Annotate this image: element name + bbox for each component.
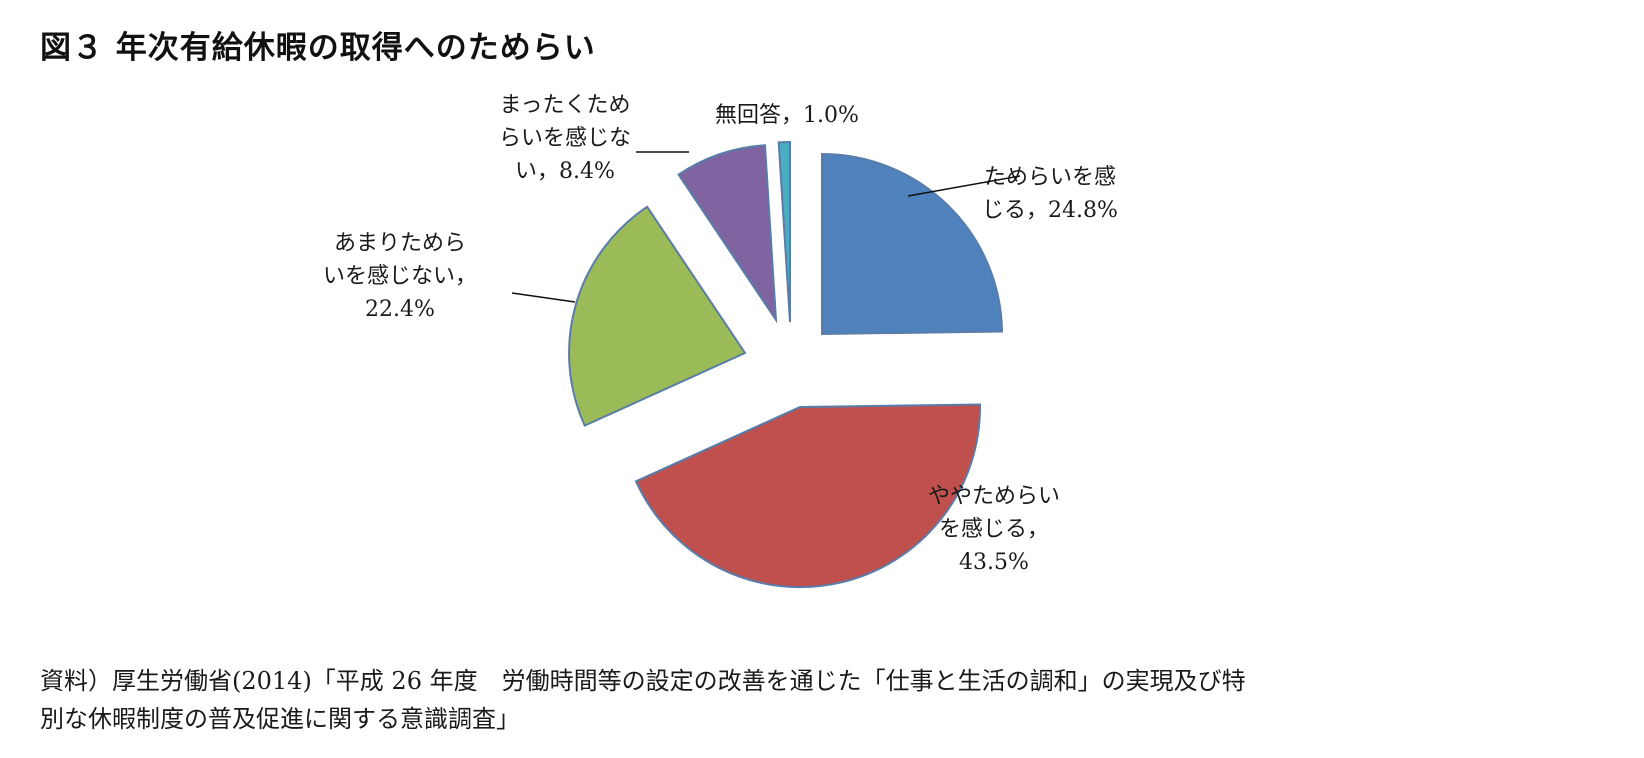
- source-line-2: 別な休暇制度の普及促進に関する意識調査」: [40, 705, 520, 733]
- pie-slice: [568, 205, 747, 427]
- pie-slice: [677, 144, 778, 324]
- leader-lines: [511, 151, 1021, 303]
- slice-label: ためらいを感じる，24.8%: [982, 165, 1118, 223]
- slice-label: あまりためらいを感じない， 22.4%: [323, 231, 477, 322]
- source-note: 資料）厚生労働省(2014)「平成 26 年度 労働時間等の設定の改善を通じた「…: [40, 662, 1540, 738]
- slice-labels: ためらいを感じる，24.8% ややためらいを感じる， 43.5% あまりためらいを感じ…: [323, 93, 1118, 575]
- source-line-1: 資料）厚生労働省(2014)「平成 26 年度 労働時間等の設定の改善を通じた「…: [40, 667, 1246, 695]
- leader-line: [511, 292, 576, 303]
- pie-slice: [777, 140, 791, 323]
- chart-title: 図３ 年次有給休暇の取得へのためらい: [40, 30, 596, 66]
- pie-chart: ためらいを感じる，24.8% ややためらいを感じる， 43.5% あまりためらいを感じ…: [323, 93, 1118, 589]
- pie-slice: [634, 403, 982, 589]
- leader-line: [907, 175, 1021, 197]
- slice-label: 無回答，1.0%: [715, 103, 859, 128]
- slice-label: ややためらいを感じる， 43.5%: [928, 484, 1060, 575]
- pie-slices: [568, 140, 1004, 589]
- pie-slice: [821, 152, 1004, 336]
- slice-label: まったくためらいを感じない，8.4%: [499, 93, 631, 184]
